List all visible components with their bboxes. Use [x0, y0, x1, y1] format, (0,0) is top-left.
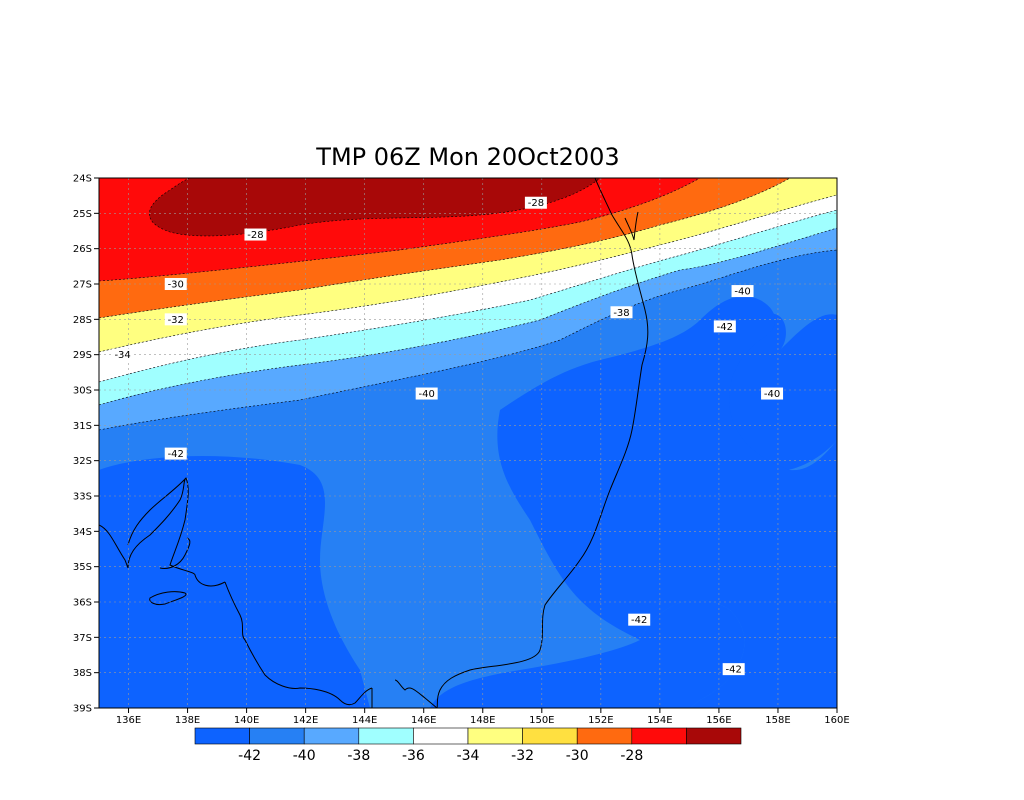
contour-label: -40 [761, 387, 784, 400]
map-title: TMP 06Z Mon 20Oct2003 [315, 143, 619, 171]
lon-tick-label: 148E [470, 715, 495, 726]
band-36-38 [99, 210, 837, 405]
lon-tick-label: 138E [175, 715, 200, 726]
lon-tick-label: 146E [411, 715, 436, 726]
colorbar-label: -28 [620, 748, 643, 764]
colorbar-swatch [686, 727, 742, 745]
colorbar-swatch [249, 727, 305, 745]
lat-tick-label: 34S [73, 527, 92, 538]
svg-text:-34: -34 [114, 350, 130, 361]
svg-text:-30: -30 [168, 280, 184, 291]
lat-tick-label: 33S [73, 492, 92, 503]
colorbar-swatch [522, 727, 578, 745]
contour-label: -38 [610, 306, 633, 319]
colorbar-swatch [413, 727, 469, 745]
svg-text:-40: -40 [764, 389, 780, 400]
lat-tick-label: 38S [73, 668, 92, 679]
band-gt28 [149, 178, 600, 236]
band-32-34 [99, 178, 837, 352]
contour-label: -30 [164, 278, 187, 291]
colorbar-label: -34 [457, 748, 480, 764]
lon-tick-label: 160E [824, 715, 849, 726]
lon-tick-label: 152E [588, 715, 613, 726]
lon-tick-label: 158E [765, 715, 790, 726]
svg-text:-32: -32 [168, 315, 184, 326]
colorbar-swatch [358, 727, 414, 745]
lat-tick-label: 27S [73, 280, 92, 291]
lat-tick-label: 30S [73, 386, 92, 397]
colorbar-label: -32 [511, 748, 534, 764]
lat-tick-label: 25S [73, 209, 92, 220]
contour-label: -28 [244, 228, 267, 241]
colorbar-label: -30 [566, 748, 589, 764]
colorbar-swatch [576, 727, 633, 745]
svg-text:-42: -42 [168, 449, 184, 460]
lat-tick-label: 35S [73, 562, 92, 573]
contour-label: -42 [713, 320, 736, 333]
band-34-36 [99, 195, 837, 382]
lon-tick-label: 140E [234, 715, 259, 726]
lat-tick-label: 29S [73, 350, 92, 361]
colorbar-label: -36 [402, 748, 425, 764]
contour-label: -32 [164, 313, 187, 326]
lat-tick-label: 28S [73, 315, 92, 326]
contour-label: -40 [731, 285, 754, 298]
lon-tick-label: 154E [647, 715, 672, 726]
lat-tick-label: 36S [73, 598, 92, 609]
longitude-axis: 136E 138E 140E 142E 144E 146E 148E 150E 152E 154E… [116, 708, 850, 726]
contour-labels: -28 -28 -30 -32 -34 -38 -40 -42 -40 -40 -42 -42 -42 [111, 196, 784, 676]
svg-text:-38: -38 [613, 308, 629, 319]
lat-tick-label: 32S [73, 456, 92, 467]
contour-lines [99, 178, 837, 431]
band-42-inner [497, 296, 837, 708]
lat-tick-label: 39S [73, 704, 92, 715]
lon-tick-label: 144E [352, 715, 377, 726]
colorbar-swatch [303, 727, 360, 745]
contour-label: -42 [722, 663, 745, 676]
svg-text:-40: -40 [419, 389, 435, 400]
lat-tick-label: 37S [73, 633, 92, 644]
contour-label: -42 [628, 613, 651, 626]
contour-label: -28 [524, 196, 547, 209]
contour-label: -34 [111, 348, 134, 361]
contour-label: -40 [415, 387, 438, 400]
svg-text:-42: -42 [717, 322, 733, 333]
band-38-40 [99, 228, 837, 430]
colorbar-label: -42 [238, 748, 261, 764]
svg-text:-28: -28 [247, 230, 263, 241]
band-30-32 [99, 178, 790, 318]
colorbar-swatch [631, 727, 687, 745]
colorbar: -42 -40 -38 -36 -34 -32 -30 -28 [194, 727, 742, 764]
svg-text:-42: -42 [631, 615, 647, 626]
temperature-field [99, 178, 837, 708]
coastline [99, 178, 649, 708]
lon-tick-label: 150E [529, 715, 554, 726]
latitude-axis: 24S 25S 26S 27S 28S 29S 30S 31S 32S 33S 34S 35S 36S 3… [73, 174, 99, 715]
colorbar-label: -38 [347, 748, 370, 764]
lon-tick-label: 142E [293, 715, 318, 726]
contour-label: -42 [164, 447, 187, 460]
svg-text:-40: -40 [734, 287, 750, 298]
colorbar-label: -40 [293, 748, 316, 764]
colorbar-swatch [467, 727, 523, 745]
lat-tick-label: 26S [73, 244, 92, 255]
svg-text:-42: -42 [726, 665, 742, 676]
colorbar-swatch [194, 727, 250, 745]
svg-text:-28: -28 [528, 198, 544, 209]
lat-tick-label: 24S [73, 174, 92, 185]
lon-tick-label: 156E [706, 715, 731, 726]
lat-tick-label: 31S [73, 421, 92, 432]
plot-frame [98, 177, 838, 709]
lon-tick-label: 136E [116, 715, 141, 726]
